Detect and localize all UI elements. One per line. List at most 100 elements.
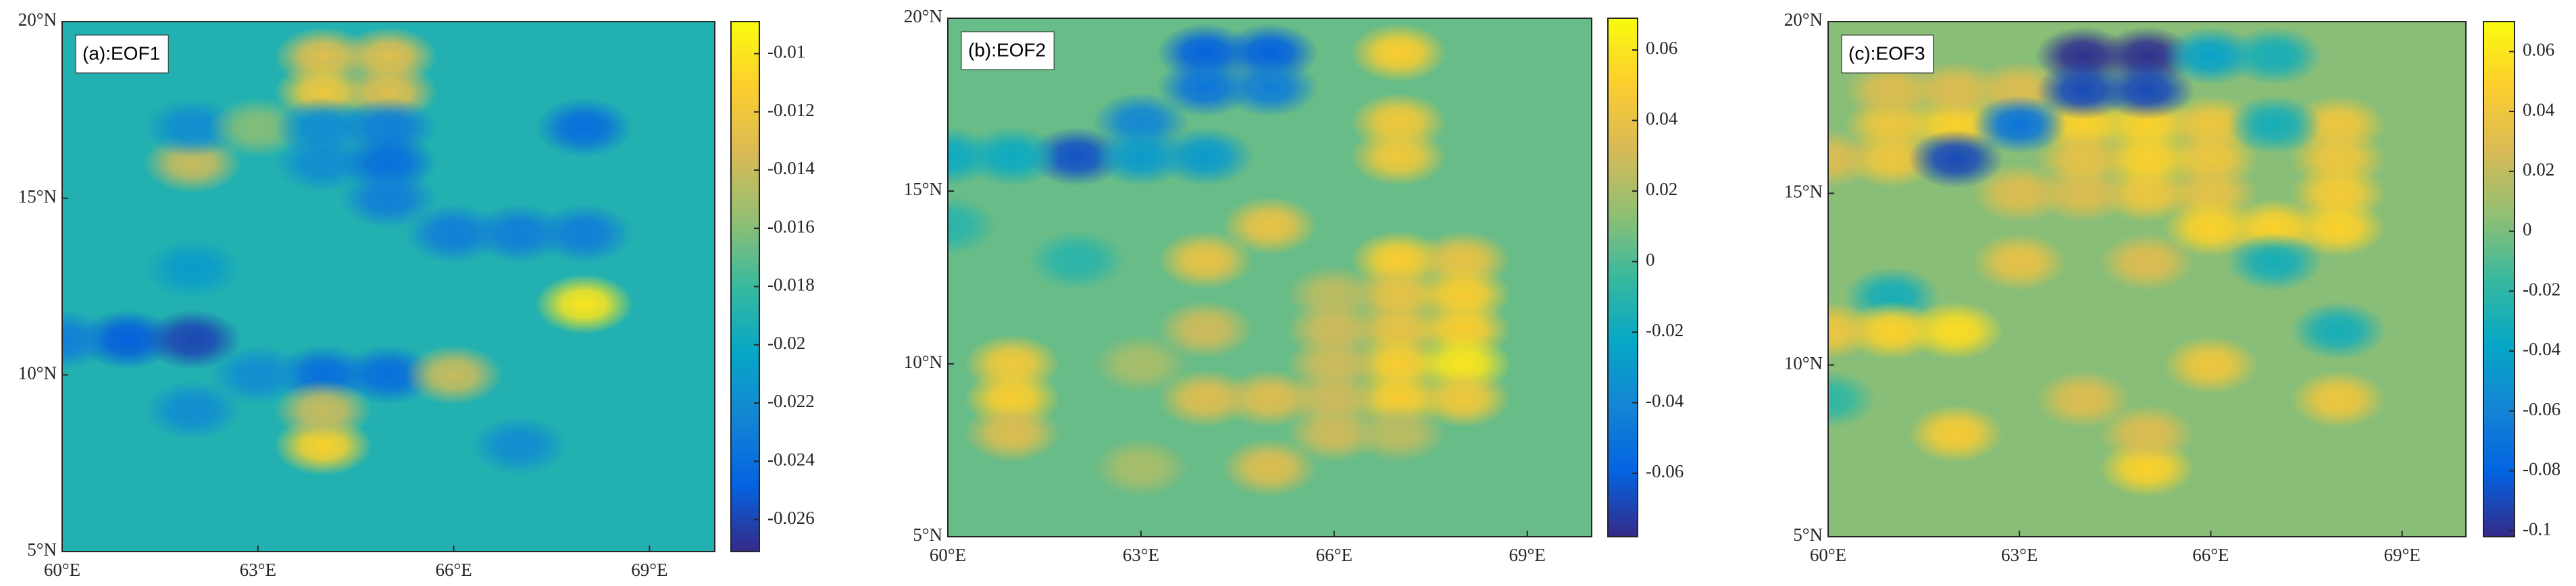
field-point: [1092, 438, 1190, 498]
field-point: [948, 196, 996, 255]
x-tick-label: 63°E: [240, 560, 276, 580]
field-point: [1828, 130, 1876, 188]
colorbar-tick-label: -0.02: [767, 333, 805, 353]
plot-frame: [1827, 21, 2467, 537]
x-tick-label: 63°E: [1123, 545, 1159, 565]
y-tick-label: 20°N: [904, 6, 942, 26]
panel-title: (a):EOF1: [82, 43, 160, 63]
colorbar: [1607, 18, 1638, 537]
colorbar-tick-label: 0.02: [2523, 159, 2554, 180]
field-point: [1157, 230, 1254, 290]
y-tick-label: 5°N: [1793, 525, 1823, 545]
colorbar-tick-label: -0.012: [767, 100, 815, 120]
title-box: [75, 34, 169, 74]
field-point: [143, 309, 242, 370]
colorbar-tick-label: -0.01: [767, 42, 805, 62]
field-point: [1971, 164, 2067, 223]
panel: 60°E 63°E 66°E 69°E 5°N 10°N 15°N 20°N -0.06 -0.0…: [904, 6, 1684, 565]
title-box: [1841, 34, 1934, 74]
field-point: [143, 380, 242, 441]
field: [62, 22, 715, 552]
field-point: [2290, 198, 2386, 257]
colorbar-tick-label: -0.016: [767, 216, 815, 236]
field-point: [1221, 438, 1318, 498]
field-point: [405, 344, 503, 405]
panel-title: (c):EOF3: [1848, 43, 1925, 63]
y-tick-label: 20°N: [1784, 9, 1823, 30]
field-point: [535, 203, 634, 264]
field-point: [1350, 23, 1447, 82]
field-point: [2227, 26, 2323, 86]
panel-title: (b):EOF2: [968, 39, 1046, 60]
field-point: [1828, 370, 1876, 429]
field-point: [1157, 127, 1254, 186]
field-point: [143, 238, 242, 299]
field-point: [1908, 130, 2004, 188]
y-tick-label: 10°N: [904, 352, 942, 372]
field-point: [2163, 336, 2259, 394]
field: [948, 18, 1592, 537]
field-point: [470, 415, 568, 476]
colorbar-tick-label: -0.018: [767, 275, 815, 295]
x-tick-label: 66°E: [2192, 545, 2229, 565]
x-tick-label: 69°E: [2383, 545, 2420, 565]
field-point: [535, 274, 634, 335]
colorbar-tick-label: 0: [2523, 219, 2532, 240]
field-point: [1221, 57, 1318, 117]
field-point: [948, 127, 996, 186]
x-tick-label: 63°E: [2001, 545, 2038, 565]
colorbar-tick-label: -0.08: [2523, 459, 2560, 479]
field-point: [1908, 301, 2004, 361]
field: [1828, 22, 2466, 537]
field-point: [535, 97, 634, 158]
colorbar-tick-label: -0.026: [767, 508, 815, 528]
field-point: [1414, 369, 1511, 428]
colorbar-tick-label: -0.02: [2523, 279, 2560, 299]
field-point: [2099, 61, 2195, 119]
field-point: [1350, 403, 1447, 462]
field-point: [2099, 404, 2195, 463]
field-point: [1971, 95, 2067, 154]
x-tick-label: 66°E: [1316, 545, 1353, 565]
colorbar: [2483, 21, 2515, 537]
title-box: [961, 31, 1055, 70]
field-point: [1157, 369, 1254, 428]
y-tick-label: 5°N: [913, 525, 942, 545]
plot-frame: [947, 18, 1592, 537]
y-tick-label: 20°N: [18, 9, 57, 30]
panel: 60°E 63°E 66°E 69°E 5°N 10°N 15°N 20°N -0.1 -0.08…: [1784, 9, 2561, 565]
field-point: [2290, 301, 2386, 361]
x-tick-label: 69°E: [1509, 545, 1546, 565]
colorbar-tick-label: -0.04: [2523, 339, 2561, 359]
y-tick-label: 10°N: [18, 363, 57, 383]
colorbar-tick-label: -0.024: [767, 449, 815, 469]
field-point: [2035, 370, 2131, 429]
y-tick-label: 15°N: [904, 179, 942, 199]
x-tick-label: 60°E: [44, 560, 80, 580]
field-point: [62, 309, 111, 370]
field-point: [339, 168, 438, 229]
y-tick-label: 10°N: [1784, 353, 1823, 373]
x-tick-label: 60°E: [930, 545, 966, 565]
x-tick-label: 66°E: [435, 560, 472, 580]
field-point: [2227, 232, 2323, 292]
field-point: [1828, 301, 1876, 361]
colorbar-tick-label: 0.06: [2523, 40, 2554, 60]
field-point: [1028, 230, 1126, 290]
field-point: [1221, 196, 1318, 255]
colorbar-tick-label: 0.04: [2523, 99, 2555, 119]
colorbar-tick-label: -0.06: [1646, 461, 1684, 481]
field-point: [963, 403, 1061, 462]
field-point: [274, 380, 372, 441]
panel: 60°E 63°E 66°E 69°E 5°N 10°N 15°N 20°N -0.026 -0.…: [18, 9, 815, 580]
colorbar-tick-label: 0.02: [1646, 179, 1677, 199]
field-point: [2290, 370, 2386, 429]
x-tick-label: 69°E: [631, 560, 667, 580]
field-point: [2035, 130, 2131, 188]
field-point: [1157, 300, 1254, 359]
field-point: [1350, 127, 1447, 186]
field-point: [209, 344, 307, 405]
field-point: [2099, 232, 2195, 292]
colorbar-tick-label: -0.02: [1646, 320, 1684, 340]
